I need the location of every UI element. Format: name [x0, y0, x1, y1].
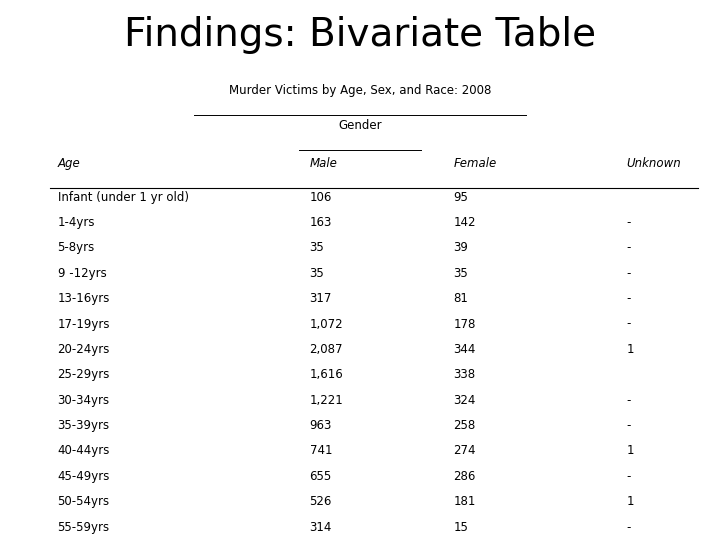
Text: 15: 15	[454, 521, 469, 534]
Text: -: -	[626, 292, 631, 305]
Text: 20-24yrs: 20-24yrs	[58, 343, 110, 356]
Text: Male: Male	[310, 157, 338, 170]
Text: 1: 1	[626, 343, 634, 356]
Text: 1: 1	[626, 444, 634, 457]
Text: 13-16yrs: 13-16yrs	[58, 292, 110, 305]
Text: Findings: Bivariate Table: Findings: Bivariate Table	[124, 16, 596, 54]
Text: 30-34yrs: 30-34yrs	[58, 394, 109, 407]
Text: 163: 163	[310, 216, 332, 229]
Text: -: -	[626, 241, 631, 254]
Text: 963: 963	[310, 419, 332, 432]
Text: 314: 314	[310, 521, 332, 534]
Text: 45-49yrs: 45-49yrs	[58, 470, 110, 483]
Text: -: -	[626, 216, 631, 229]
Text: -: -	[626, 394, 631, 407]
Text: 317: 317	[310, 292, 332, 305]
Text: Gender: Gender	[338, 119, 382, 132]
Text: 35: 35	[454, 267, 468, 280]
Text: 526: 526	[310, 495, 332, 508]
Text: 338: 338	[454, 368, 476, 381]
Text: Murder Victims by Age, Sex, and Race: 2008: Murder Victims by Age, Sex, and Race: 20…	[229, 84, 491, 97]
Text: 50-54yrs: 50-54yrs	[58, 495, 109, 508]
Text: 55-59yrs: 55-59yrs	[58, 521, 109, 534]
Text: Unknown: Unknown	[626, 157, 681, 170]
Text: 1: 1	[626, 495, 634, 508]
Text: 1,221: 1,221	[310, 394, 343, 407]
Text: 344: 344	[454, 343, 476, 356]
Text: 741: 741	[310, 444, 332, 457]
Text: 178: 178	[454, 318, 476, 330]
Text: Female: Female	[454, 157, 497, 170]
Text: Infant (under 1 yr old): Infant (under 1 yr old)	[58, 191, 189, 204]
Text: 35: 35	[310, 241, 324, 254]
Text: 40-44yrs: 40-44yrs	[58, 444, 110, 457]
Text: 655: 655	[310, 470, 332, 483]
Text: -: -	[626, 267, 631, 280]
Text: 1,072: 1,072	[310, 318, 343, 330]
Text: 324: 324	[454, 394, 476, 407]
Text: 1-4yrs: 1-4yrs	[58, 216, 95, 229]
Text: 181: 181	[454, 495, 476, 508]
Text: -: -	[626, 521, 631, 534]
Text: 35-39yrs: 35-39yrs	[58, 419, 109, 432]
Text: 274: 274	[454, 444, 476, 457]
Text: 258: 258	[454, 419, 476, 432]
Text: 39: 39	[454, 241, 469, 254]
Text: 81: 81	[454, 292, 469, 305]
Text: 2,087: 2,087	[310, 343, 343, 356]
Text: 95: 95	[454, 191, 469, 204]
Text: 25-29yrs: 25-29yrs	[58, 368, 110, 381]
Text: 9 -12yrs: 9 -12yrs	[58, 267, 107, 280]
Text: 142: 142	[454, 216, 476, 229]
Text: -: -	[626, 470, 631, 483]
Text: Age: Age	[58, 157, 81, 170]
Text: 1,616: 1,616	[310, 368, 343, 381]
Text: -: -	[626, 419, 631, 432]
Text: 17-19yrs: 17-19yrs	[58, 318, 110, 330]
Text: -: -	[626, 318, 631, 330]
Text: 35: 35	[310, 267, 324, 280]
Text: 5-8yrs: 5-8yrs	[58, 241, 95, 254]
Text: 106: 106	[310, 191, 332, 204]
Text: 286: 286	[454, 470, 476, 483]
